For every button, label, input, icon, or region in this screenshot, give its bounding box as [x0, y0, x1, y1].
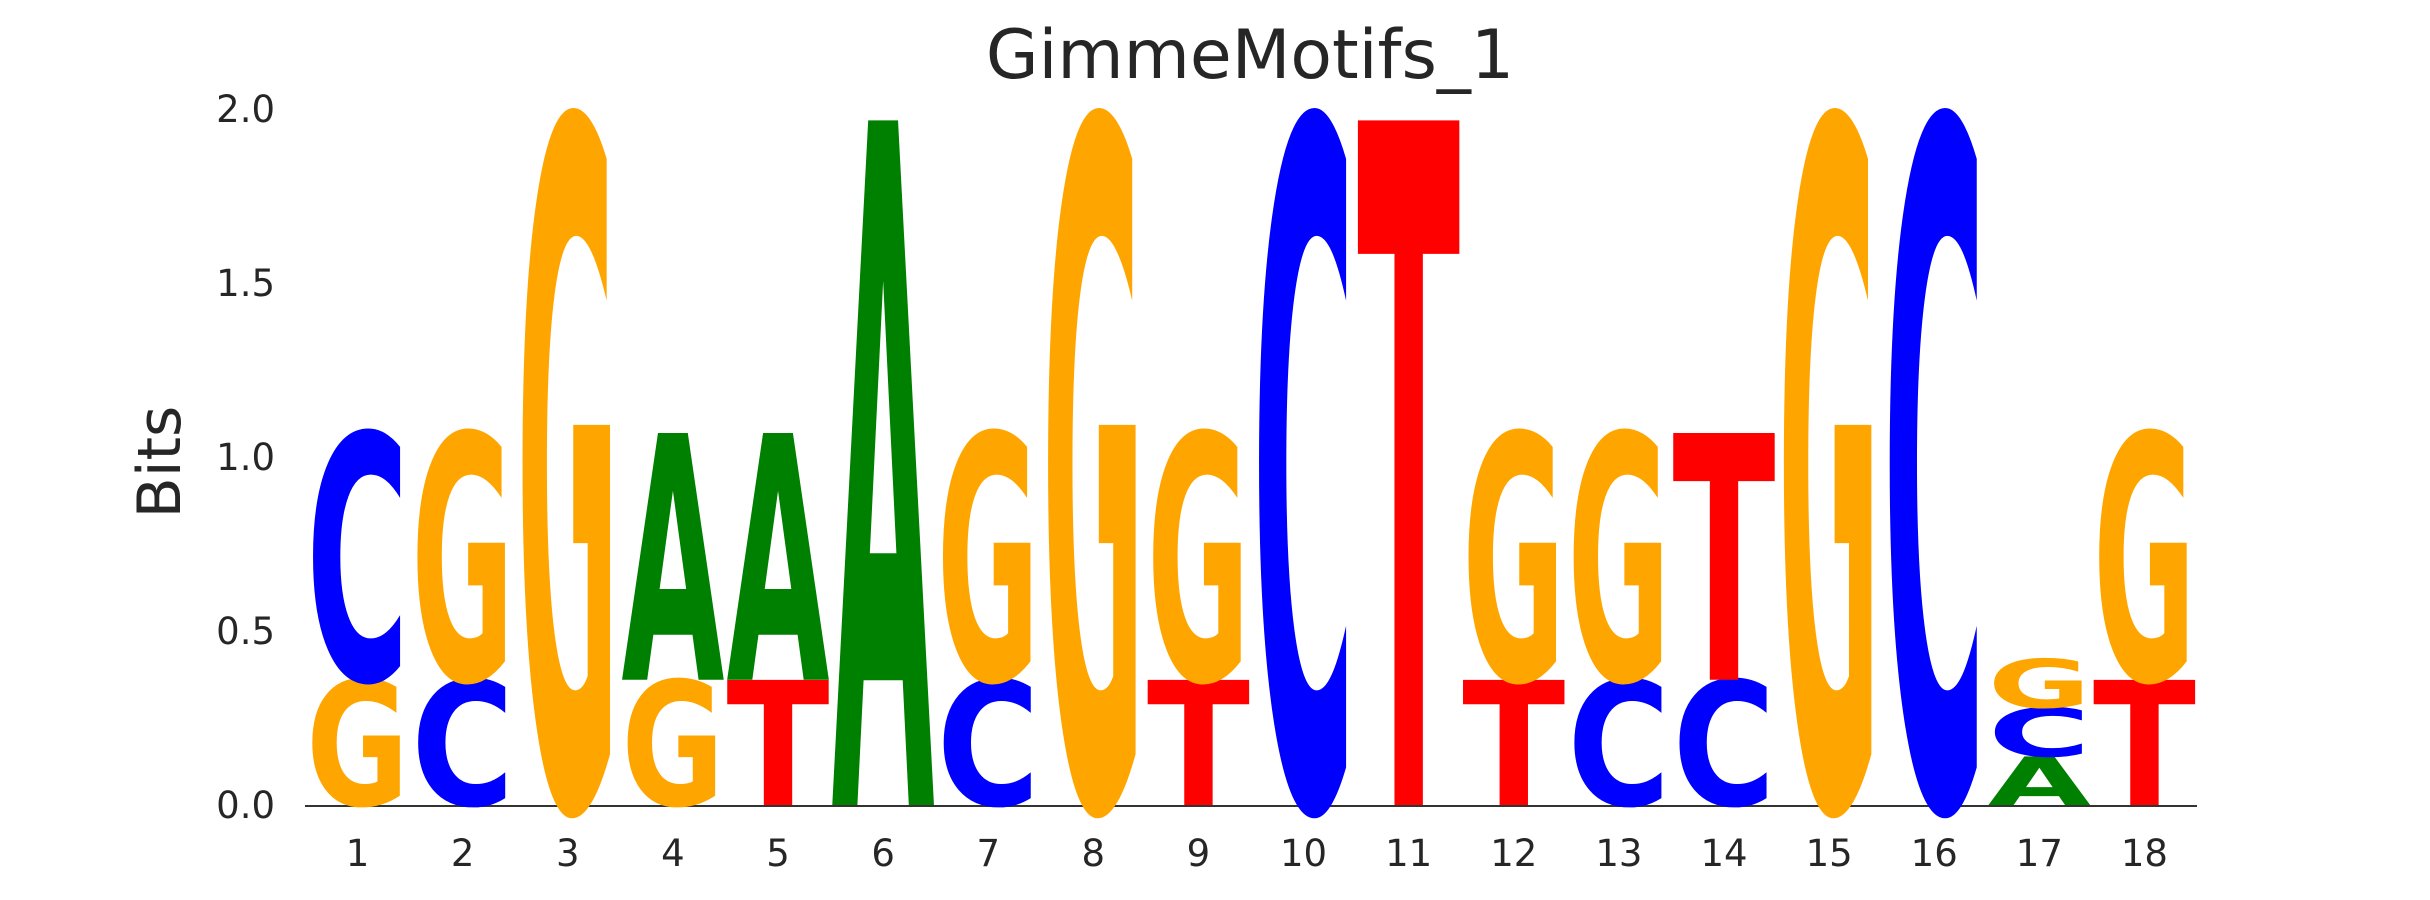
x-tick-label: 14 — [1700, 832, 1747, 875]
x-tick-label: 18 — [2121, 832, 2168, 875]
x-tick-label: 4 — [661, 832, 685, 875]
logo-letter: A — [1988, 743, 2091, 821]
logo-letter: T — [1147, 647, 1250, 847]
logo-letter: G — [621, 646, 724, 846]
x-tick-label: 16 — [1911, 832, 1958, 875]
logo-letter: G — [937, 367, 1040, 761]
x-tick-label: 10 — [1280, 832, 1327, 875]
logo-letter: G — [1042, 0, 1145, 900]
logo-letter: G — [411, 367, 514, 761]
logo-letter: A — [727, 365, 831, 760]
chart-title: GimmeMotifs_1 — [986, 16, 1514, 95]
y-tick-label: 1.0 — [216, 436, 275, 479]
logo-letter: G — [1147, 367, 1250, 761]
x-tick-label: 9 — [1187, 832, 1211, 875]
x-tick-label: 11 — [1385, 832, 1432, 875]
logo-letter: G — [2093, 367, 2196, 761]
logo-letter: C — [1252, 0, 1355, 900]
logo-letter: T — [1462, 647, 1565, 847]
logo-letter: C — [411, 645, 514, 845]
logo-letter: G — [1988, 646, 2091, 724]
logo-letter: C — [1567, 645, 1670, 845]
logo-letter: A — [832, 0, 936, 900]
x-tick-label: 5 — [766, 832, 790, 875]
y-tick-label: 0.5 — [216, 610, 275, 653]
x-tick-label: 2 — [451, 832, 475, 875]
logo-letter: A — [621, 365, 725, 760]
logo-letter: C — [1988, 694, 2091, 772]
logo-letter: T — [1672, 366, 1776, 760]
logo-letter: G — [1567, 367, 1670, 761]
logo-letter: T — [1357, 0, 1461, 900]
y-tick-label: 1.5 — [216, 262, 275, 305]
y-tick-label: 2.0 — [216, 88, 275, 131]
x-tick-label: 1 — [346, 832, 370, 875]
x-tick-label: 6 — [871, 832, 895, 875]
x-tick-label: 8 — [1082, 832, 1106, 875]
x-tick-label: 12 — [1490, 832, 1537, 875]
y-axis-label: Bits — [125, 406, 195, 519]
logo-letter: G — [1462, 367, 1565, 761]
logo-letter: G — [516, 0, 619, 900]
logo-letter: C — [1883, 0, 1986, 900]
logo-letter: T — [2093, 647, 2196, 847]
logo-letter: T — [727, 647, 830, 847]
x-tick-label: 17 — [2016, 832, 2063, 875]
x-tick-label: 7 — [976, 832, 1000, 875]
logo-letter: C — [306, 368, 409, 761]
y-tick-label: 0.0 — [216, 784, 275, 827]
logo-letter: C — [1672, 645, 1775, 845]
x-tick-label: 13 — [1595, 832, 1642, 875]
x-tick-label: 15 — [1806, 832, 1853, 875]
logo-letter: G — [1778, 0, 1881, 900]
logo-letter: G — [306, 646, 409, 846]
logo-letter: C — [937, 645, 1040, 845]
x-tick-label: 3 — [556, 832, 580, 875]
